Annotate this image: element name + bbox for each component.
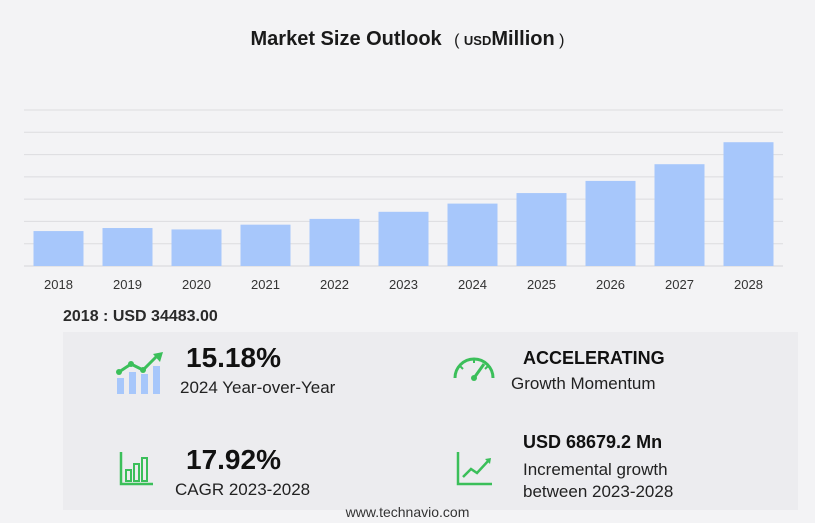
chart-title: Market Size Outlook ( USDMillion ) [0, 28, 815, 51]
momentum-label: Growth Momentum [511, 374, 656, 393]
bar-2025 [516, 193, 567, 266]
source-footer: www.technavio.com [345, 504, 470, 520]
cagr-value: 17.92% [186, 444, 281, 475]
speedometer-icon [453, 357, 495, 381]
bar-2026 [585, 180, 636, 266]
title-unit-currency: USD [463, 33, 492, 48]
x-tick-label-2025: 2025 [527, 277, 556, 292]
x-tick-label-2028: 2028 [734, 277, 763, 292]
chart-title-unit: ( USDMillion ) [454, 28, 565, 50]
bar-2027 [654, 164, 705, 266]
x-tick-label-2021: 2021 [251, 277, 280, 292]
x-tick-label-2024: 2024 [458, 277, 487, 292]
bar-2021 [240, 224, 291, 266]
x-tick-label-2018: 2018 [44, 277, 73, 292]
cagr-label: CAGR 2023-2028 [175, 480, 311, 499]
kpi-panel: 15.18% 2024 Year-over-Year ACCELERATING … [63, 332, 798, 510]
x-axis-labels: 2018 2019 2020 2021 2022 2023 2024 2025 2026 2027… [44, 277, 763, 292]
incremental-value: USD 68679.2 Mn [523, 432, 663, 452]
line-chart-icon [456, 452, 492, 486]
x-tick-label-2020: 2020 [182, 277, 211, 292]
bars [33, 142, 774, 266]
bar-2023 [378, 211, 429, 266]
bar-2022 [309, 218, 360, 266]
growth-bars-icon [116, 352, 163, 394]
base-year-value: 2018 : USD 34483.00 [63, 308, 218, 325]
title-unit-suffix: Million [491, 28, 555, 50]
title-paren-open: ( [454, 32, 460, 49]
bar-chart: 2018 2019 2020 2021 2022 2023 2024 2025 2026 2027… [24, 109, 783, 292]
bar-chart-icon [119, 452, 153, 486]
x-tick-label-2027: 2027 [665, 277, 694, 292]
x-tick-label-2019: 2019 [113, 277, 142, 292]
x-tick-label-2022: 2022 [320, 277, 349, 292]
x-tick-label-2026: 2026 [596, 277, 625, 292]
bar-2019 [102, 228, 153, 266]
momentum-value: ACCELERATING [523, 348, 665, 368]
yoy-value: 15.18% [186, 342, 281, 373]
incremental-label-line2: between 2023-2028 [523, 482, 674, 501]
bar-2028 [723, 142, 774, 266]
x-tick-label-2023: 2023 [389, 277, 418, 292]
bar-2018 [33, 231, 84, 266]
yoy-label: 2024 Year-over-Year [180, 378, 336, 397]
bar-2020 [171, 229, 222, 266]
title-paren-close: ) [559, 32, 565, 49]
bar-2024 [447, 203, 498, 266]
chart-title-main: Market Size Outlook [250, 28, 442, 50]
incremental-label-line1: Incremental growth [523, 460, 668, 479]
